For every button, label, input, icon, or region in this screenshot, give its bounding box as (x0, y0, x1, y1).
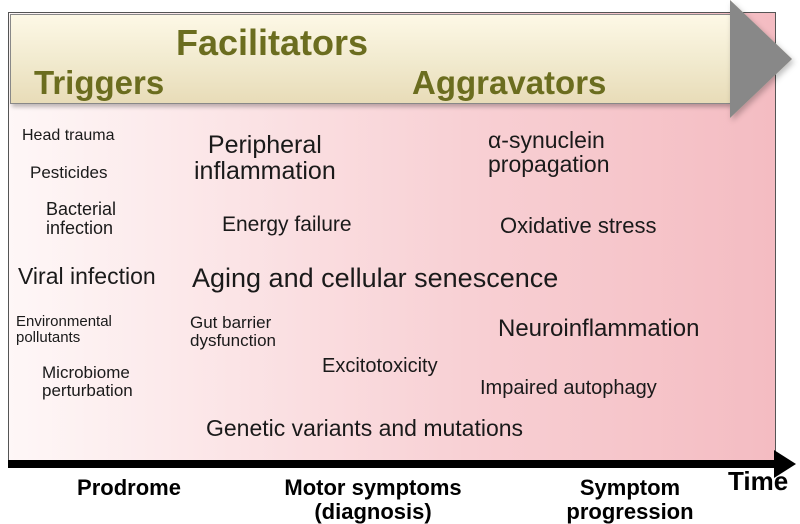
header-arrow: Triggers Facilitators Aggravators (10, 14, 790, 104)
factor-env-pollutants: Environmental pollutants (16, 314, 112, 346)
factor-pesticides: Pesticides (30, 164, 107, 182)
time-axis-label: Time (728, 466, 788, 497)
label-triggers: Triggers (34, 64, 164, 102)
factor-asyn: α-synuclein propagation (488, 128, 610, 176)
factor-autophagy: Impaired autophagy (480, 378, 657, 399)
factor-neuroinflam: Neuroinflammation (498, 316, 699, 341)
factor-head-trauma: Head trauma (22, 128, 115, 145)
arrow-head-icon (730, 0, 792, 118)
factor-viral: Viral infection (18, 264, 156, 288)
label-aggravators: Aggravators (412, 64, 606, 102)
factor-excitotoxicity: Excitotoxicity (322, 356, 438, 377)
factor-aging: Aging and cellular senescence (192, 264, 558, 292)
factor-gut-barrier: Gut barrier dysfunction (190, 314, 276, 350)
x-label-symptom: Symptom progression (540, 476, 720, 524)
factor-ox-stress: Oxidative stress (500, 214, 657, 237)
factor-microbiome: Microbiome perturbation (42, 364, 133, 400)
label-facilitators: Facilitators (176, 22, 368, 64)
time-axis (8, 460, 778, 468)
x-label-motor: Motor symptoms (diagnosis) (258, 476, 488, 524)
factor-genetic: Genetic variants and mutations (206, 416, 523, 440)
factor-bacterial: Bacterial infection (46, 200, 116, 238)
x-label-prodrome: Prodrome (54, 476, 204, 500)
factor-energy-failure: Energy failure (222, 214, 352, 236)
factor-periph-inflam: Peripheral inflammation (194, 132, 336, 185)
